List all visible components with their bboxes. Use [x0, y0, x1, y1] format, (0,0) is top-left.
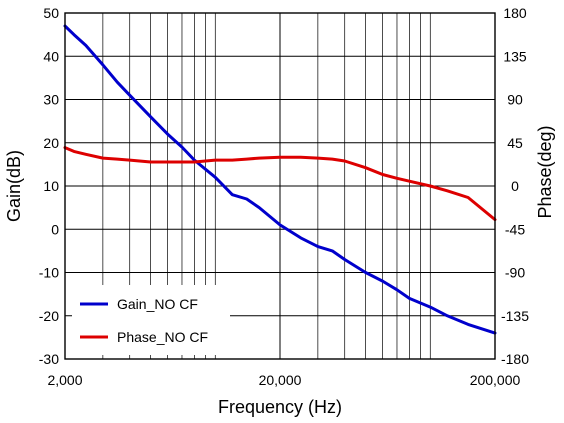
y-right-tick-label: -45 [505, 221, 525, 237]
y-right-tick-label: -180 [501, 351, 529, 367]
y-right-ticks: 180 135 90 45 0 -45 -90 -135 -180 [501, 5, 529, 367]
y-left-ticks: 50 40 30 20 10 0 -10 -20 -30 [39, 5, 59, 367]
x-axis-title: Frequency (Hz) [218, 397, 342, 417]
y-left-tick-label: -30 [39, 351, 59, 367]
y-right-tick-label: -135 [501, 308, 529, 324]
x-tick-label: 2,000 [47, 372, 82, 388]
x-tick-label: 20,000 [259, 372, 302, 388]
legend-label-gain: Gain_NO CF [117, 296, 198, 312]
x-tick-label: 200,000 [470, 372, 521, 388]
y-left-tick-label: 0 [51, 221, 59, 237]
y-left-tick-label: 10 [43, 178, 59, 194]
series-line-gain [63, 24, 497, 335]
legend-box [72, 285, 230, 355]
y-right-tick-label: 90 [507, 92, 523, 108]
y-right-tick-label: -90 [505, 265, 525, 281]
y-left-tick-label: 50 [43, 5, 59, 21]
y-right-tick-label: 180 [503, 5, 527, 21]
y-left-tick-label: 20 [43, 135, 59, 151]
y-right-tick-label: 0 [511, 178, 519, 194]
x-ticks: 2,000 20,000 200,000 [47, 372, 520, 388]
plot-frame [64, 12, 496, 360]
series-line-phase [63, 146, 497, 222]
y-right-axis-title: Phase(deg) [535, 125, 555, 218]
y-right-tick-label: 135 [503, 48, 527, 64]
y-left-tick-label: -10 [39, 265, 59, 281]
y-left-tick-label: 30 [43, 92, 59, 108]
y-left-axis-title: Gain(dB) [4, 150, 24, 222]
series-lines [63, 24, 497, 335]
legend: Gain_NO CF Phase_NO CF [72, 285, 230, 355]
y-right-tick-label: 45 [507, 135, 523, 151]
y-left-tick-label: -20 [39, 308, 59, 324]
legend-label-phase: Phase_NO CF [117, 329, 208, 345]
y-left-tick-label: 40 [43, 48, 59, 64]
